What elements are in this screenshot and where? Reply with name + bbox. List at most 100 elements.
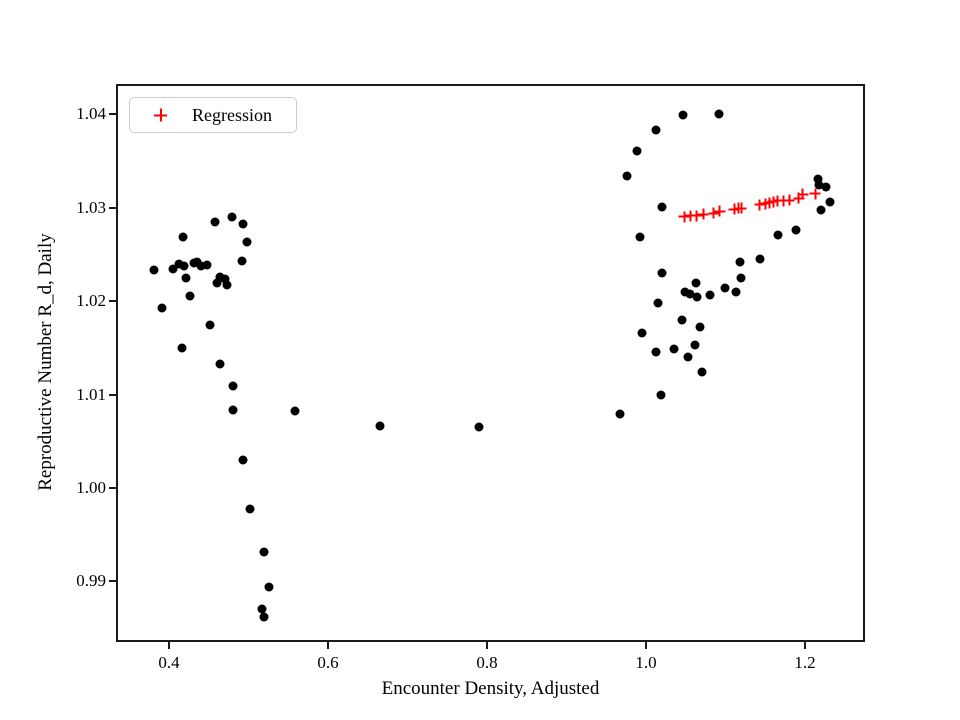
y-tick bbox=[109, 393, 116, 396]
x-tick bbox=[803, 642, 806, 649]
data-point bbox=[632, 146, 642, 155]
data-point bbox=[185, 291, 195, 301]
data-point bbox=[697, 367, 707, 377]
x-tick bbox=[167, 642, 170, 649]
data-point bbox=[695, 322, 705, 332]
x-tick bbox=[485, 642, 488, 649]
x-tick bbox=[644, 642, 647, 649]
data-point bbox=[237, 256, 247, 266]
regression-marker bbox=[697, 208, 709, 220]
data-point bbox=[657, 268, 667, 278]
data-point bbox=[731, 287, 741, 297]
y-tick bbox=[109, 206, 116, 209]
data-point bbox=[228, 405, 238, 415]
data-point bbox=[714, 109, 724, 119]
data-point bbox=[220, 274, 230, 284]
data-point bbox=[149, 265, 159, 275]
data-point bbox=[813, 174, 823, 184]
data-point bbox=[212, 278, 222, 288]
data-point bbox=[816, 205, 826, 215]
data-point bbox=[669, 344, 679, 354]
legend-label: Regression bbox=[192, 105, 272, 125]
y-tick bbox=[109, 300, 116, 303]
x-axis-label: Encounter Density, Adjusted bbox=[381, 678, 600, 699]
regression-marker bbox=[793, 192, 805, 204]
data-point bbox=[651, 347, 661, 356]
data-point bbox=[215, 272, 225, 282]
y-tick-label: 1.00 bbox=[76, 477, 106, 497]
y-tick bbox=[109, 113, 116, 116]
y-tick-label: 1.01 bbox=[76, 384, 106, 404]
data-point bbox=[821, 182, 831, 192]
y-tick-label: 0.99 bbox=[76, 571, 106, 591]
plot-area: 0.4 0.6 0.8 1.0 1.2 0.99 1.00 1.01 1.02 1.03 1.04 bbox=[76, 84, 865, 672]
regression-marker bbox=[735, 202, 747, 214]
data-point bbox=[677, 315, 687, 325]
y-tick-label: 1.02 bbox=[76, 291, 106, 311]
data-point bbox=[181, 273, 191, 283]
x-tick bbox=[326, 642, 329, 649]
data-point bbox=[735, 257, 745, 267]
y-axis-label: Reproductive Number R_d, Daily bbox=[35, 233, 56, 491]
regression-marker bbox=[777, 195, 789, 207]
data-point bbox=[637, 328, 647, 338]
data-point bbox=[196, 261, 206, 271]
data-point bbox=[215, 359, 225, 369]
data-point bbox=[692, 292, 702, 302]
data-point bbox=[228, 381, 238, 391]
data-point bbox=[238, 219, 248, 229]
data-point bbox=[375, 421, 385, 431]
regression-marker bbox=[678, 211, 690, 223]
data-point bbox=[651, 125, 661, 135]
y-tick-label: 1.04 bbox=[76, 104, 106, 124]
data-point bbox=[259, 612, 269, 622]
data-point bbox=[290, 406, 300, 416]
x-tick-label: 0.8 bbox=[476, 653, 498, 672]
data-point bbox=[474, 422, 484, 432]
regression-marker bbox=[772, 195, 784, 207]
data-point bbox=[205, 320, 214, 330]
data-point bbox=[656, 390, 666, 400]
data-point bbox=[773, 230, 783, 240]
data-point bbox=[680, 287, 690, 297]
data-point bbox=[691, 278, 701, 288]
x-tick-label: 1.2 bbox=[794, 653, 816, 672]
data-point bbox=[690, 340, 700, 350]
regression-marker bbox=[714, 205, 726, 217]
plus-icon bbox=[154, 108, 167, 122]
data-point bbox=[683, 352, 693, 362]
x-tick-label: 1.0 bbox=[635, 653, 657, 672]
data-point bbox=[227, 212, 237, 222]
data-point bbox=[736, 273, 746, 283]
data-point bbox=[245, 504, 255, 514]
regression-marker bbox=[708, 207, 720, 219]
data-point bbox=[705, 290, 715, 300]
data-point bbox=[264, 582, 274, 592]
data-point bbox=[202, 260, 212, 270]
data-point bbox=[222, 280, 232, 290]
x-tick-label: 0.6 bbox=[317, 653, 339, 672]
y-tick-label: 1.03 bbox=[76, 197, 106, 217]
data-point bbox=[685, 289, 695, 299]
regression-marker bbox=[797, 188, 809, 200]
data-point bbox=[257, 604, 267, 614]
data-point bbox=[635, 232, 645, 241]
data-point bbox=[242, 237, 252, 247]
data-point bbox=[157, 303, 167, 313]
y-tick bbox=[109, 580, 116, 583]
data-point bbox=[814, 180, 824, 190]
data-point bbox=[168, 264, 178, 274]
data-point bbox=[238, 455, 248, 465]
data-point bbox=[179, 261, 189, 271]
legend: Regression bbox=[129, 97, 297, 133]
data-point bbox=[622, 171, 632, 181]
y-tick bbox=[109, 486, 116, 489]
data-point bbox=[210, 217, 220, 227]
regression-marker bbox=[754, 199, 766, 211]
data-point bbox=[720, 283, 730, 293]
data-point bbox=[791, 225, 801, 235]
regression-marker bbox=[783, 194, 795, 206]
data-point bbox=[825, 197, 835, 207]
data-point bbox=[755, 254, 765, 264]
